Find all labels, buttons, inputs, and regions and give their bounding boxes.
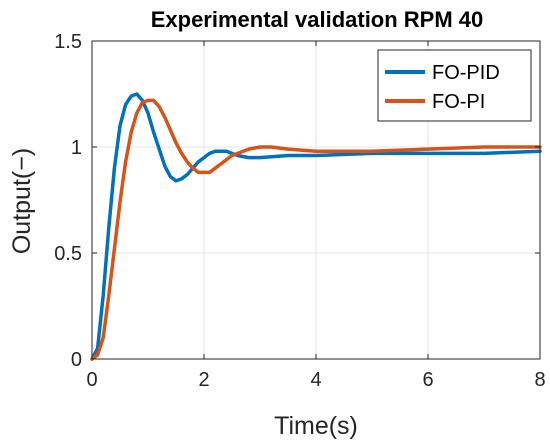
x-tick-label: 8 (534, 369, 545, 391)
x-tick-label: 2 (198, 369, 209, 391)
y-tick-label: 1.5 (54, 31, 82, 53)
y-axis-label: Output(−) (8, 148, 36, 254)
x-tick-label: 0 (86, 369, 97, 391)
y-tick-label: 1 (71, 137, 82, 159)
x-tick-label: 6 (422, 369, 433, 391)
ticks: 0 2 4 6 8 0 0.5 1 1.5 (54, 31, 545, 391)
series-layer (90, 92, 542, 361)
series-line-fo-pid (90, 92, 542, 361)
y-tick-label: 0 (71, 349, 82, 371)
series-line-fo-pi (90, 98, 542, 361)
legend-label-fo-pi: FO-PI (432, 91, 485, 113)
x-tick-label: 4 (310, 369, 321, 391)
y-tick-label: 0.5 (54, 243, 82, 265)
legend-box (377, 49, 532, 122)
legend: FO-PID FO-PI (377, 49, 532, 122)
x-axis-label: Time(s) (274, 412, 358, 440)
legend-label-fo-pid: FO-PID (432, 62, 500, 84)
chart-title: Experimental validation RPM 40 (151, 7, 484, 32)
